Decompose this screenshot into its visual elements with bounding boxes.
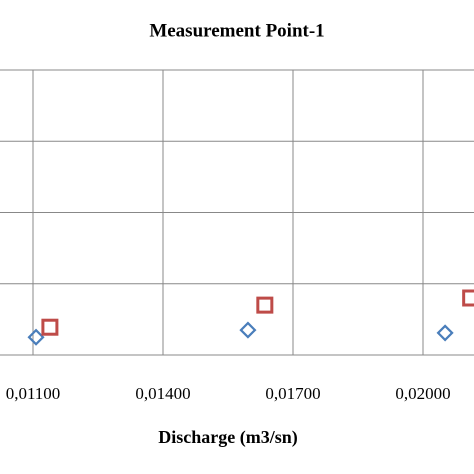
- x-axis-label: Discharge (m3/sn): [158, 427, 297, 448]
- data-point: [41, 318, 59, 336]
- x-tick-label: 0,01700: [265, 384, 320, 403]
- chart-title: Measurement Point-1: [149, 20, 324, 41]
- data-point: [436, 324, 454, 342]
- x-tick-label: 0,01100: [6, 384, 61, 403]
- data-point: [239, 321, 257, 339]
- data-point: [256, 296, 274, 314]
- data-point: [462, 289, 474, 307]
- data-point: [27, 328, 45, 346]
- x-tick-label: 0,01400: [135, 384, 190, 403]
- x-tick-label: 0,02000: [395, 384, 450, 403]
